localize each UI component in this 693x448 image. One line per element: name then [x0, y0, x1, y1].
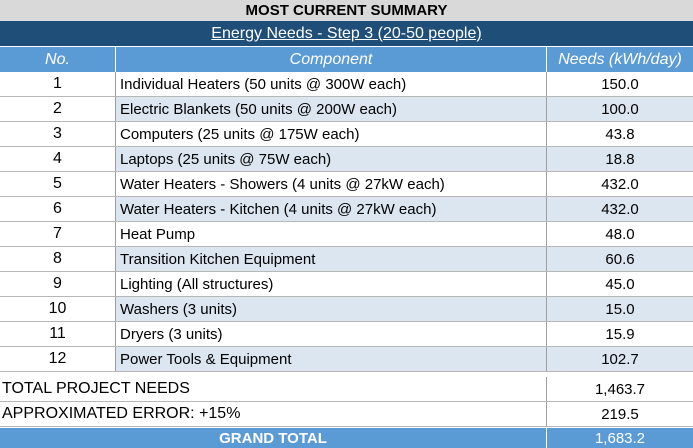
- table-row: 1 Individual Heaters (50 units @ 300W eac…: [0, 72, 693, 97]
- row-component: Transition Kitchen Equipment: [116, 247, 547, 271]
- row-needs: 15.9: [605, 325, 635, 343]
- table-header: No. Component Needs (kWh/day): [0, 46, 693, 72]
- row-component: Lighting (All structures): [116, 272, 547, 296]
- grand-total-label: GRAND TOTAL: [0, 428, 547, 448]
- row-component: Washers (3 units): [116, 297, 547, 321]
- row-number: 3: [0, 122, 116, 146]
- row-component: Laptops (25 units @ 75W each): [116, 147, 547, 171]
- row-needs: 432.0: [601, 175, 639, 193]
- row-needs: 43.8: [605, 125, 635, 143]
- row-needs: 100.0: [547, 97, 693, 121]
- row-component: Electric Blankets (50 units @ 200W each): [116, 97, 547, 121]
- grand-total-row: GRAND TOTAL 1,683.2: [0, 428, 693, 448]
- row-needs: 432.0: [547, 197, 693, 221]
- row-number: 6: [0, 197, 116, 221]
- table-row: 4 Laptops (25 units @ 75W each) 18.8: [0, 147, 693, 172]
- row-needs: 102.7: [547, 347, 693, 371]
- approximated-error-value: 219.5: [601, 405, 639, 423]
- approximated-error-label: APPROXIMATED ERROR: +15%: [0, 402, 547, 426]
- row-component: Individual Heaters (50 units @ 300W each…: [116, 72, 547, 96]
- summary-subtitle: Energy Needs - Step 3 (20-50 people): [0, 21, 693, 46]
- row-number: 8: [0, 247, 116, 271]
- row-component: Water Heaters - Kitchen (4 units @ 27kW …: [116, 197, 547, 221]
- row-component: Water Heaters - Showers (4 units @ 27kW …: [116, 172, 547, 196]
- row-component: Heat Pump: [116, 222, 547, 246]
- table-row: 5 Water Heaters - Showers (4 units @ 27kW…: [0, 172, 693, 197]
- header-needs: Needs (kWh/day): [558, 50, 682, 68]
- approximated-error-row: APPROXIMATED ERROR: +15% 219.5: [0, 402, 693, 427]
- header-no: No.: [0, 47, 116, 72]
- row-needs: 48.0: [605, 225, 635, 243]
- row-number: 12: [0, 347, 116, 371]
- grand-total-value: 1,683.2: [594, 429, 646, 447]
- total-project-needs-row: TOTAL PROJECT NEEDS 1,463.7: [0, 377, 693, 402]
- row-number: 7: [0, 222, 116, 246]
- row-number: 9: [0, 272, 116, 296]
- table-row: 12 Power Tools & Equipment 102.7: [0, 347, 693, 372]
- total-project-needs-value: 1,463.7: [594, 380, 646, 398]
- row-number: 4: [0, 147, 116, 171]
- row-number: 10: [0, 297, 116, 321]
- table-row: 8 Transition Kitchen Equipment 60.6: [0, 247, 693, 272]
- table-row: 2 Electric Blankets (50 units @ 200W each…: [0, 97, 693, 122]
- table-row: 11 Dryers (3 units) 15.9: [0, 322, 693, 347]
- header-component: Component: [116, 47, 547, 72]
- row-component: Dryers (3 units): [116, 322, 547, 346]
- row-needs: 15.0: [547, 297, 693, 321]
- table-row: 6 Water Heaters - Kitchen (4 units @ 27kW…: [0, 197, 693, 222]
- row-number: 2: [0, 97, 116, 121]
- row-needs: 18.8: [547, 147, 693, 171]
- row-component: Power Tools & Equipment: [116, 347, 547, 371]
- table-row: 9 Lighting (All structures) 45.0: [0, 272, 693, 297]
- row-component: Computers (25 units @ 175W each): [116, 122, 547, 146]
- row-number: 1: [0, 72, 116, 96]
- row-number: 11: [0, 322, 116, 346]
- table-row: 10 Washers (3 units) 15.0: [0, 297, 693, 322]
- row-needs: 45.0: [605, 275, 635, 293]
- table-row: 3 Computers (25 units @ 175W each) 43.8: [0, 122, 693, 147]
- table-row: 7 Heat Pump 48.0: [0, 222, 693, 247]
- total-project-needs-label: TOTAL PROJECT NEEDS: [0, 377, 547, 401]
- row-needs: 150.0: [601, 75, 639, 93]
- row-number: 5: [0, 172, 116, 196]
- row-needs: 60.6: [547, 247, 693, 271]
- summary-title: MOST CURRENT SUMMARY: [0, 0, 693, 21]
